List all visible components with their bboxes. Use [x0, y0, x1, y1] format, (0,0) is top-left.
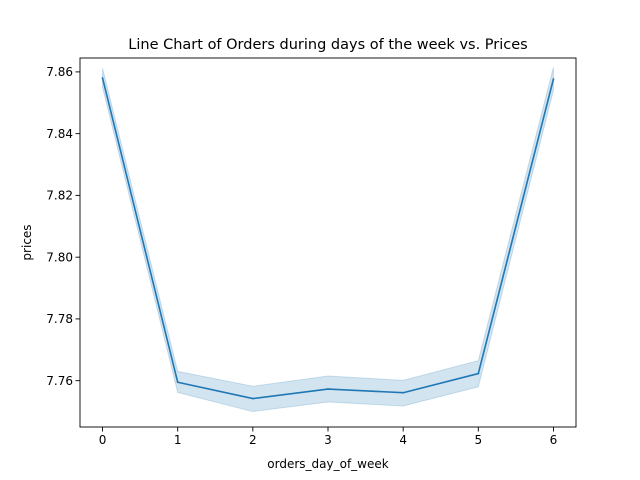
data-point	[402, 391, 405, 394]
x-tick-label: 5	[474, 433, 482, 447]
confidence-band	[102, 67, 554, 413]
data-point	[251, 397, 254, 400]
axes-frame	[79, 57, 577, 428]
y-tick-label: 7.84	[46, 127, 73, 141]
y-tick-label: 7.76	[46, 374, 73, 388]
x-tick-label: 2	[249, 433, 257, 447]
y-tick-label: 7.78	[46, 312, 73, 326]
x-axis-label: orders_day_of_week	[267, 457, 388, 471]
y-tick-label: 7.86	[46, 65, 73, 79]
x-tick-label: 0	[99, 433, 107, 447]
x-tick-label: 6	[550, 433, 558, 447]
y-axis-label: prices	[20, 224, 34, 260]
data-point	[477, 372, 480, 375]
data-point	[327, 388, 329, 390]
y-tick-label: 7.82	[46, 189, 73, 203]
x-tick-label: 1	[174, 433, 182, 447]
plot-area	[101, 67, 555, 413]
data-point	[552, 78, 555, 80]
chart-title: Line Chart of Orders during days of the …	[128, 37, 527, 53]
data-point	[101, 77, 104, 79]
x-tick-label: 3	[324, 433, 332, 447]
y-tick-label: 7.80	[46, 250, 73, 264]
y-axis: 7.76 7.78 7.80 7.82 7.84 7.86	[46, 65, 80, 388]
data-point	[176, 381, 179, 384]
x-tick-label: 4	[399, 433, 407, 447]
x-axis: 0 1 2 3 4 5 6	[99, 427, 558, 447]
